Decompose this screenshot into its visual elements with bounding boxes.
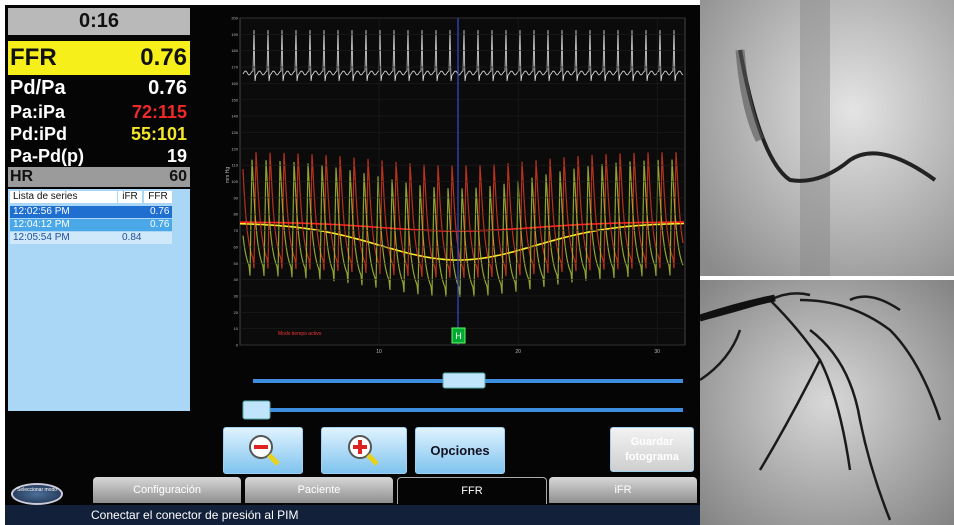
app: 0:16 FFR 0.76 Pd/Pa 0.76 Pa:iPa 72:115 Pd:iPd 5… [0, 0, 954, 525]
y-tick-label: 10 [234, 326, 239, 331]
y-tick-label: 40 [234, 277, 239, 282]
series-time: 12:05:54 PM [13, 232, 70, 244]
cursor-marker[interactable]: H [455, 331, 462, 341]
angiography-images [700, 0, 954, 525]
y-tick-label: 30 [234, 293, 239, 298]
zoom-slider-thumb[interactable] [443, 373, 485, 388]
list-header: FFR [144, 191, 172, 203]
series-row: 12:04:12 PM 0.76 [10, 219, 172, 231]
metric-value: 60 [169, 167, 187, 187]
metric-row: Pd/Pa 0.76 [8, 77, 190, 99]
y-tick-label: 60 [234, 244, 239, 249]
timer: 0:16 [8, 8, 190, 35]
metric-value: 19 [167, 145, 187, 167]
metric-label: Pd:iPd [10, 123, 67, 145]
scroll-slider-thumb[interactable] [243, 401, 270, 419]
metric-row: Pa:iPa 72:115 [8, 101, 190, 123]
series-ffr: 0.76 [150, 219, 169, 231]
metric-value: 0.76 [148, 77, 187, 99]
series-row: 12:02:56 PM 0.76 [10, 206, 172, 218]
pressure-chart: mm Hg 30 20 10 200 190 180 170 160 150 140 130 120 1… [223, 13, 695, 421]
metric-value: 72:115 [132, 101, 187, 123]
y-tick-label: 90 [234, 195, 239, 200]
metric-label: Pa-Pd(p) [10, 145, 84, 167]
y-tick-label: 20 [234, 310, 239, 315]
save-frame-button[interactable]: Guardar fotograma [610, 427, 694, 472]
status-bar: Conectar el conector de presión al PIM [5, 505, 700, 525]
y-tick-label: 80 [234, 212, 239, 217]
list-header: iFR [118, 191, 142, 203]
metric-value: 55:101 [131, 123, 187, 145]
ffr-console: 0:16 FFR 0.76 Pd/Pa 0.76 Pa:iPa 72:115 Pd:iPd 5… [5, 5, 700, 525]
metric-row: Pa-Pd(p) 19 [8, 145, 190, 167]
list-header: Lista de series [10, 191, 117, 203]
metric-value: 0.76 [140, 41, 187, 75]
x-tick-label: 30 [654, 349, 660, 355]
metric-label: FFR [10, 41, 57, 75]
y-tick-label: 70 [234, 228, 239, 233]
y-tick-label: 140 [231, 114, 238, 119]
y-tick-label: 150 [231, 97, 238, 102]
y-tick-label: 190 [231, 32, 238, 37]
y-axis-label: mm Hg [225, 167, 231, 183]
zoom-in-button[interactable] [321, 427, 407, 474]
metric-label: Pa:iPa [10, 101, 65, 123]
metric-label: HR [10, 167, 33, 187]
y-tick-label: 130 [231, 130, 238, 135]
y-tick-label: 50 [234, 261, 239, 266]
status-text: Conectar el conector de presión al PIM [5, 508, 298, 522]
series-ffr: 0.76 [150, 206, 169, 218]
x-tick-label: 10 [376, 349, 382, 355]
series-time: 12:04:12 PM [13, 219, 70, 231]
zoom-out-button[interactable] [223, 427, 303, 474]
x-tick-label: 20 [515, 349, 521, 355]
tab[interactable]: Configuración [93, 477, 241, 503]
series-row: 12:05:54 PM 0.84 [10, 232, 172, 244]
y-tick-label: 100 [231, 179, 238, 184]
y-tick-label: 110 [232, 163, 239, 168]
mode-button[interactable]: Seleccionar modo [11, 483, 63, 505]
series-time: 12:02:56 PM [13, 206, 70, 218]
metric-row: FFR 0.76 [8, 41, 190, 75]
y-tick-label: 200 [231, 16, 238, 21]
y-tick-label: 160 [231, 81, 238, 86]
y-tick-label: 170 [231, 65, 238, 70]
y-tick-label: 120 [231, 146, 238, 151]
chart-annotation: Modo tiempo activo [278, 331, 322, 337]
options-button[interactable]: Opciones [415, 427, 505, 474]
metric-row: Pd:iPd 55:101 [8, 123, 190, 145]
metric-label: Pd/Pa [10, 77, 66, 99]
tab[interactable]: FFR [397, 477, 547, 504]
y-tick-label: 180 [231, 48, 238, 53]
series-ifr: 0.84 [122, 232, 141, 244]
metric-row: HR 60 [8, 167, 190, 187]
tab[interactable]: iFR [549, 477, 697, 503]
tab[interactable]: Paciente [245, 477, 393, 503]
